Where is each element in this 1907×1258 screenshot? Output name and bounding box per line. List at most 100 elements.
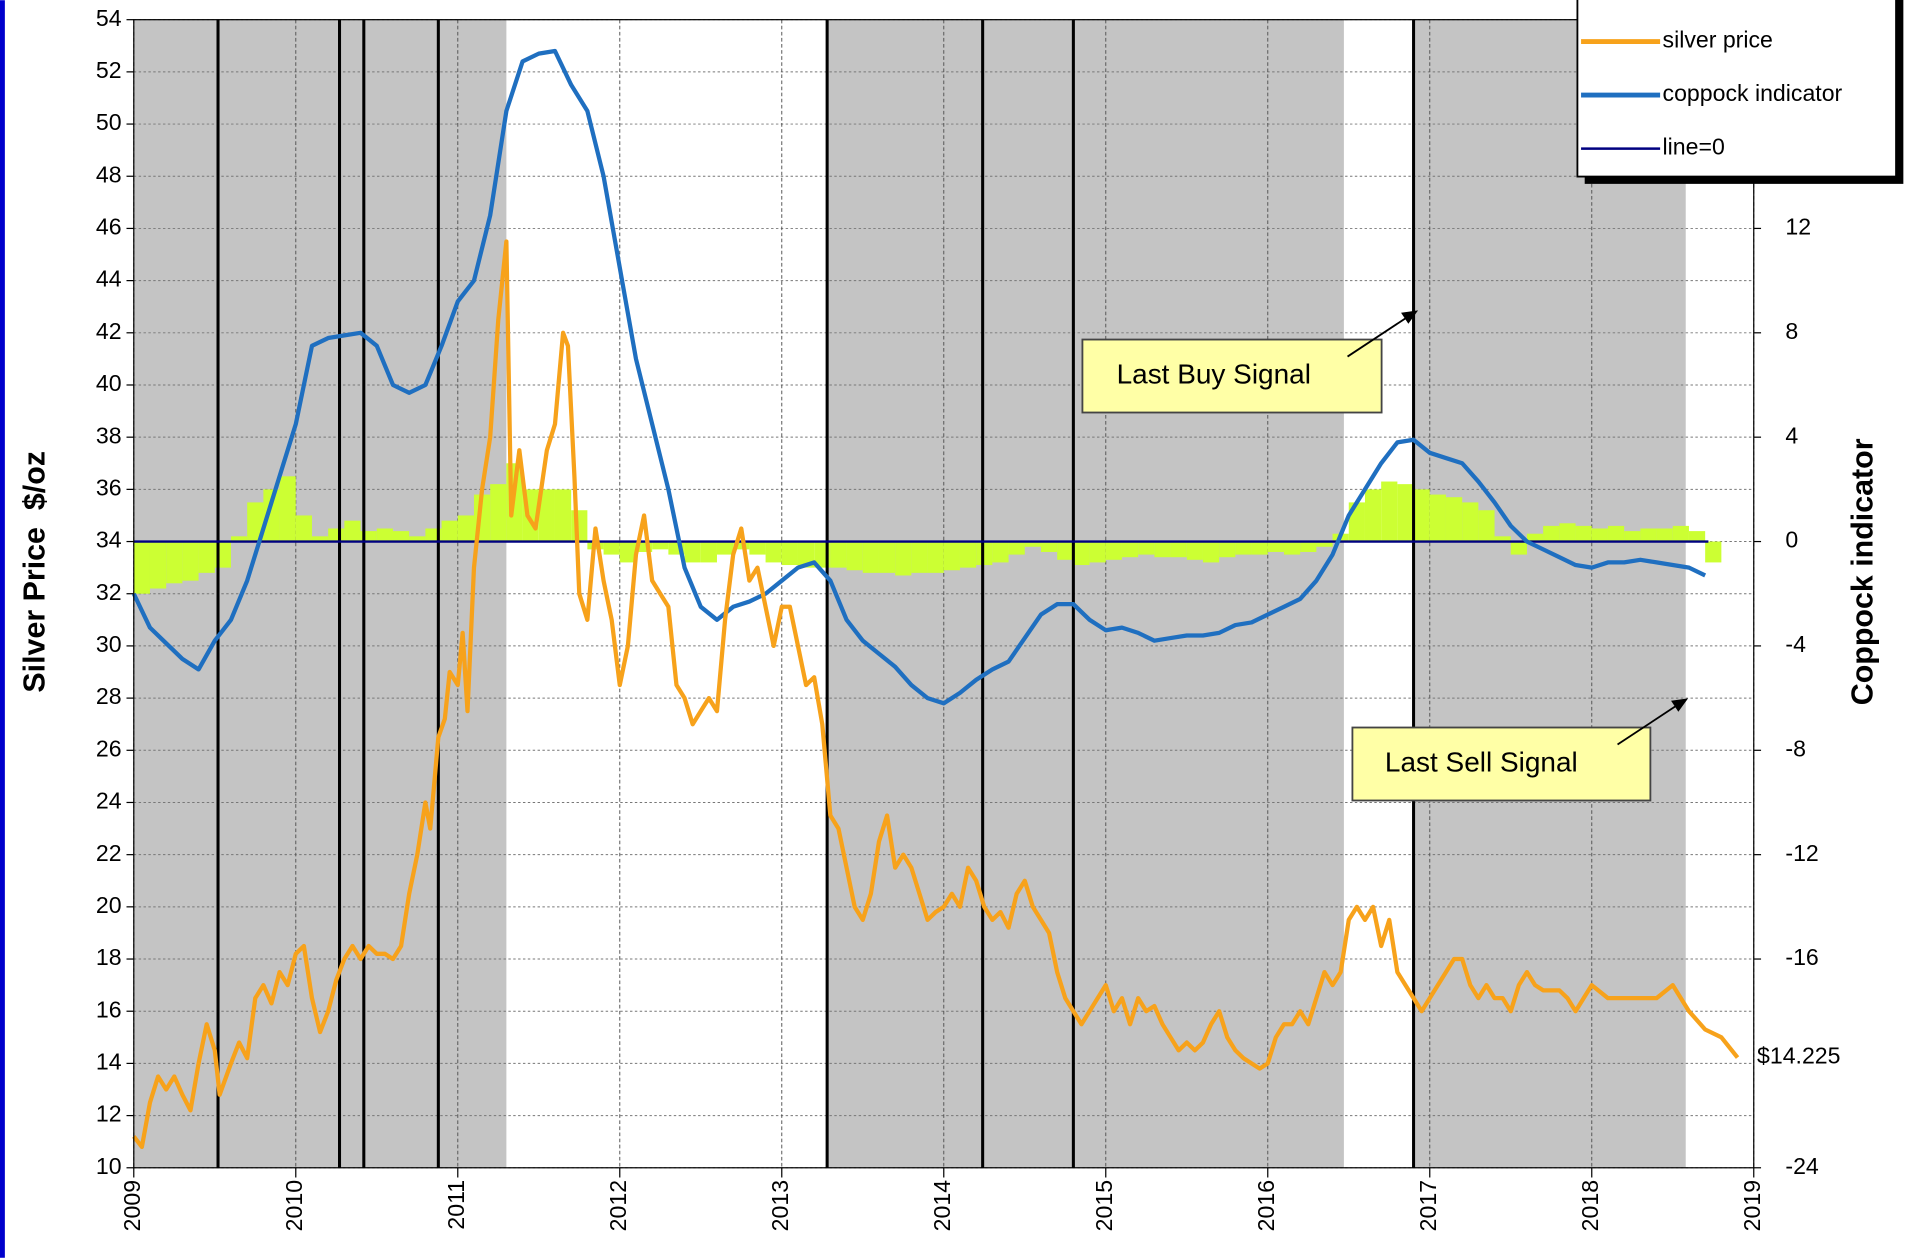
y-tick-label: 46 <box>96 214 122 240</box>
histogram-bar <box>976 541 993 566</box>
histogram-bar <box>911 541 928 573</box>
annotation-box <box>1351 726 1652 802</box>
histogram-bar <box>182 541 199 581</box>
y-tick-label: 16 <box>96 996 122 1022</box>
histogram-bar <box>1494 536 1511 542</box>
legend-box <box>1576 0 1897 178</box>
histogram-bar <box>635 541 653 552</box>
histogram-bar <box>1057 541 1074 560</box>
histogram-bar <box>1559 523 1576 542</box>
histogram-bar <box>1040 541 1058 552</box>
histogram-bar <box>830 541 847 568</box>
histogram-bar <box>198 541 215 573</box>
histogram-bar <box>1381 481 1398 542</box>
y2-tick-label: 0 <box>1785 527 1798 553</box>
histogram-bar <box>1688 531 1706 542</box>
x-tick-label: 2010 <box>281 1180 307 1231</box>
histogram-bar <box>1413 489 1430 542</box>
histogram-bar <box>1462 502 1479 542</box>
y2-tick-label: -16 <box>1785 944 1818 970</box>
value-label: $14.225 <box>1757 1043 1840 1069</box>
histogram-bar <box>619 541 636 563</box>
plot-frame <box>133 19 1755 1169</box>
y-tick-label: 34 <box>96 527 122 553</box>
histogram-bar <box>1624 531 1641 542</box>
histogram-bar <box>263 489 280 542</box>
left-border <box>0 0 5 1258</box>
x-tick-label: 2016 <box>1253 1180 1279 1231</box>
histogram-bar <box>1591 528 1608 542</box>
histogram-bar <box>149 541 167 589</box>
legend-label: line=0 <box>1663 134 1725 160</box>
histogram-bar <box>441 520 458 542</box>
series-line <box>132 239 1740 1150</box>
legend-label: silver price <box>1663 27 1773 53</box>
histogram-bar <box>230 536 248 542</box>
legend-label: coppock indicator <box>1663 80 1843 106</box>
histogram-bar <box>311 536 329 542</box>
x-tick-label: 2015 <box>1091 1180 1117 1231</box>
histogram-bar <box>457 515 474 542</box>
histogram-bar <box>1251 541 1268 555</box>
histogram-bar <box>765 541 782 563</box>
y-tick-label: 52 <box>96 57 122 83</box>
y-tick-label: 38 <box>96 422 122 448</box>
histogram-bar <box>490 484 507 542</box>
histogram-bar <box>1397 484 1414 542</box>
arrow-head <box>1401 310 1419 324</box>
y-tick-label: 10 <box>96 1153 122 1179</box>
y-tick-label: 44 <box>96 266 122 292</box>
histogram-bar <box>1154 541 1171 558</box>
histogram-bar <box>1219 541 1236 558</box>
arrow-head <box>1671 698 1689 712</box>
histogram-bar <box>1607 525 1625 542</box>
histogram-bar <box>1089 541 1106 563</box>
histogram-bar <box>360 531 377 542</box>
y-tick-label: 42 <box>96 318 122 344</box>
histogram-bar <box>992 541 1009 563</box>
histogram-bar <box>328 528 345 542</box>
histogram-bar <box>571 510 588 542</box>
sell-annotation: Last Sell Signal <box>1351 698 1689 802</box>
histogram-bar <box>1024 541 1041 547</box>
histogram-bar <box>1429 494 1446 542</box>
histogram-bar <box>733 541 750 550</box>
y-axis-title: Silver Price $/oz <box>18 451 52 693</box>
histogram-bar <box>1445 497 1463 542</box>
y2-tick-label: -4 <box>1785 631 1806 657</box>
y-tick-label: 12 <box>96 1101 122 1127</box>
histogram-bar <box>1364 489 1382 542</box>
histogram-bar <box>1138 541 1155 555</box>
y-tick-label: 40 <box>96 370 122 396</box>
y2-tick-label: 12 <box>1785 214 1811 240</box>
histogram-bar <box>376 528 393 542</box>
histogram-bar <box>409 536 426 542</box>
y2-tick-label: -8 <box>1785 735 1806 761</box>
histogram-bar <box>943 541 960 571</box>
y2-axis-title: Coppock indicator <box>1845 438 1879 705</box>
x-tick-label: 2012 <box>605 1180 631 1231</box>
plot-area: 1012141618202224262830323436384042444648… <box>96 5 1841 1232</box>
histogram-bar <box>166 541 183 584</box>
legend: silver price coppock indicator line=0 <box>1576 0 1904 184</box>
annotation-arrow <box>1617 703 1679 746</box>
histogram-bar <box>1105 541 1122 560</box>
histogram-bar <box>1202 541 1220 563</box>
y-tick-label: 32 <box>96 579 122 605</box>
x-tick-label: 2011 <box>443 1180 469 1230</box>
y-tick-label: 14 <box>96 1049 122 1075</box>
histogram-bar <box>1640 528 1657 542</box>
histogram-bar <box>1008 541 1025 555</box>
annotation-text: Last Buy Signal <box>1117 358 1311 389</box>
histogram-bar <box>1705 541 1722 563</box>
buy-annotation: Last Buy Signal <box>1081 310 1419 414</box>
histogram-bar <box>862 541 879 573</box>
histogram-bar <box>1526 533 1544 542</box>
y2-tick-label: 8 <box>1785 318 1798 344</box>
histogram-bar <box>1543 525 1560 542</box>
y2-tick-label: -12 <box>1785 840 1818 866</box>
y-tick-label: 22 <box>96 840 122 866</box>
histogram-bar <box>1478 510 1495 542</box>
histogram-bar <box>684 541 701 563</box>
